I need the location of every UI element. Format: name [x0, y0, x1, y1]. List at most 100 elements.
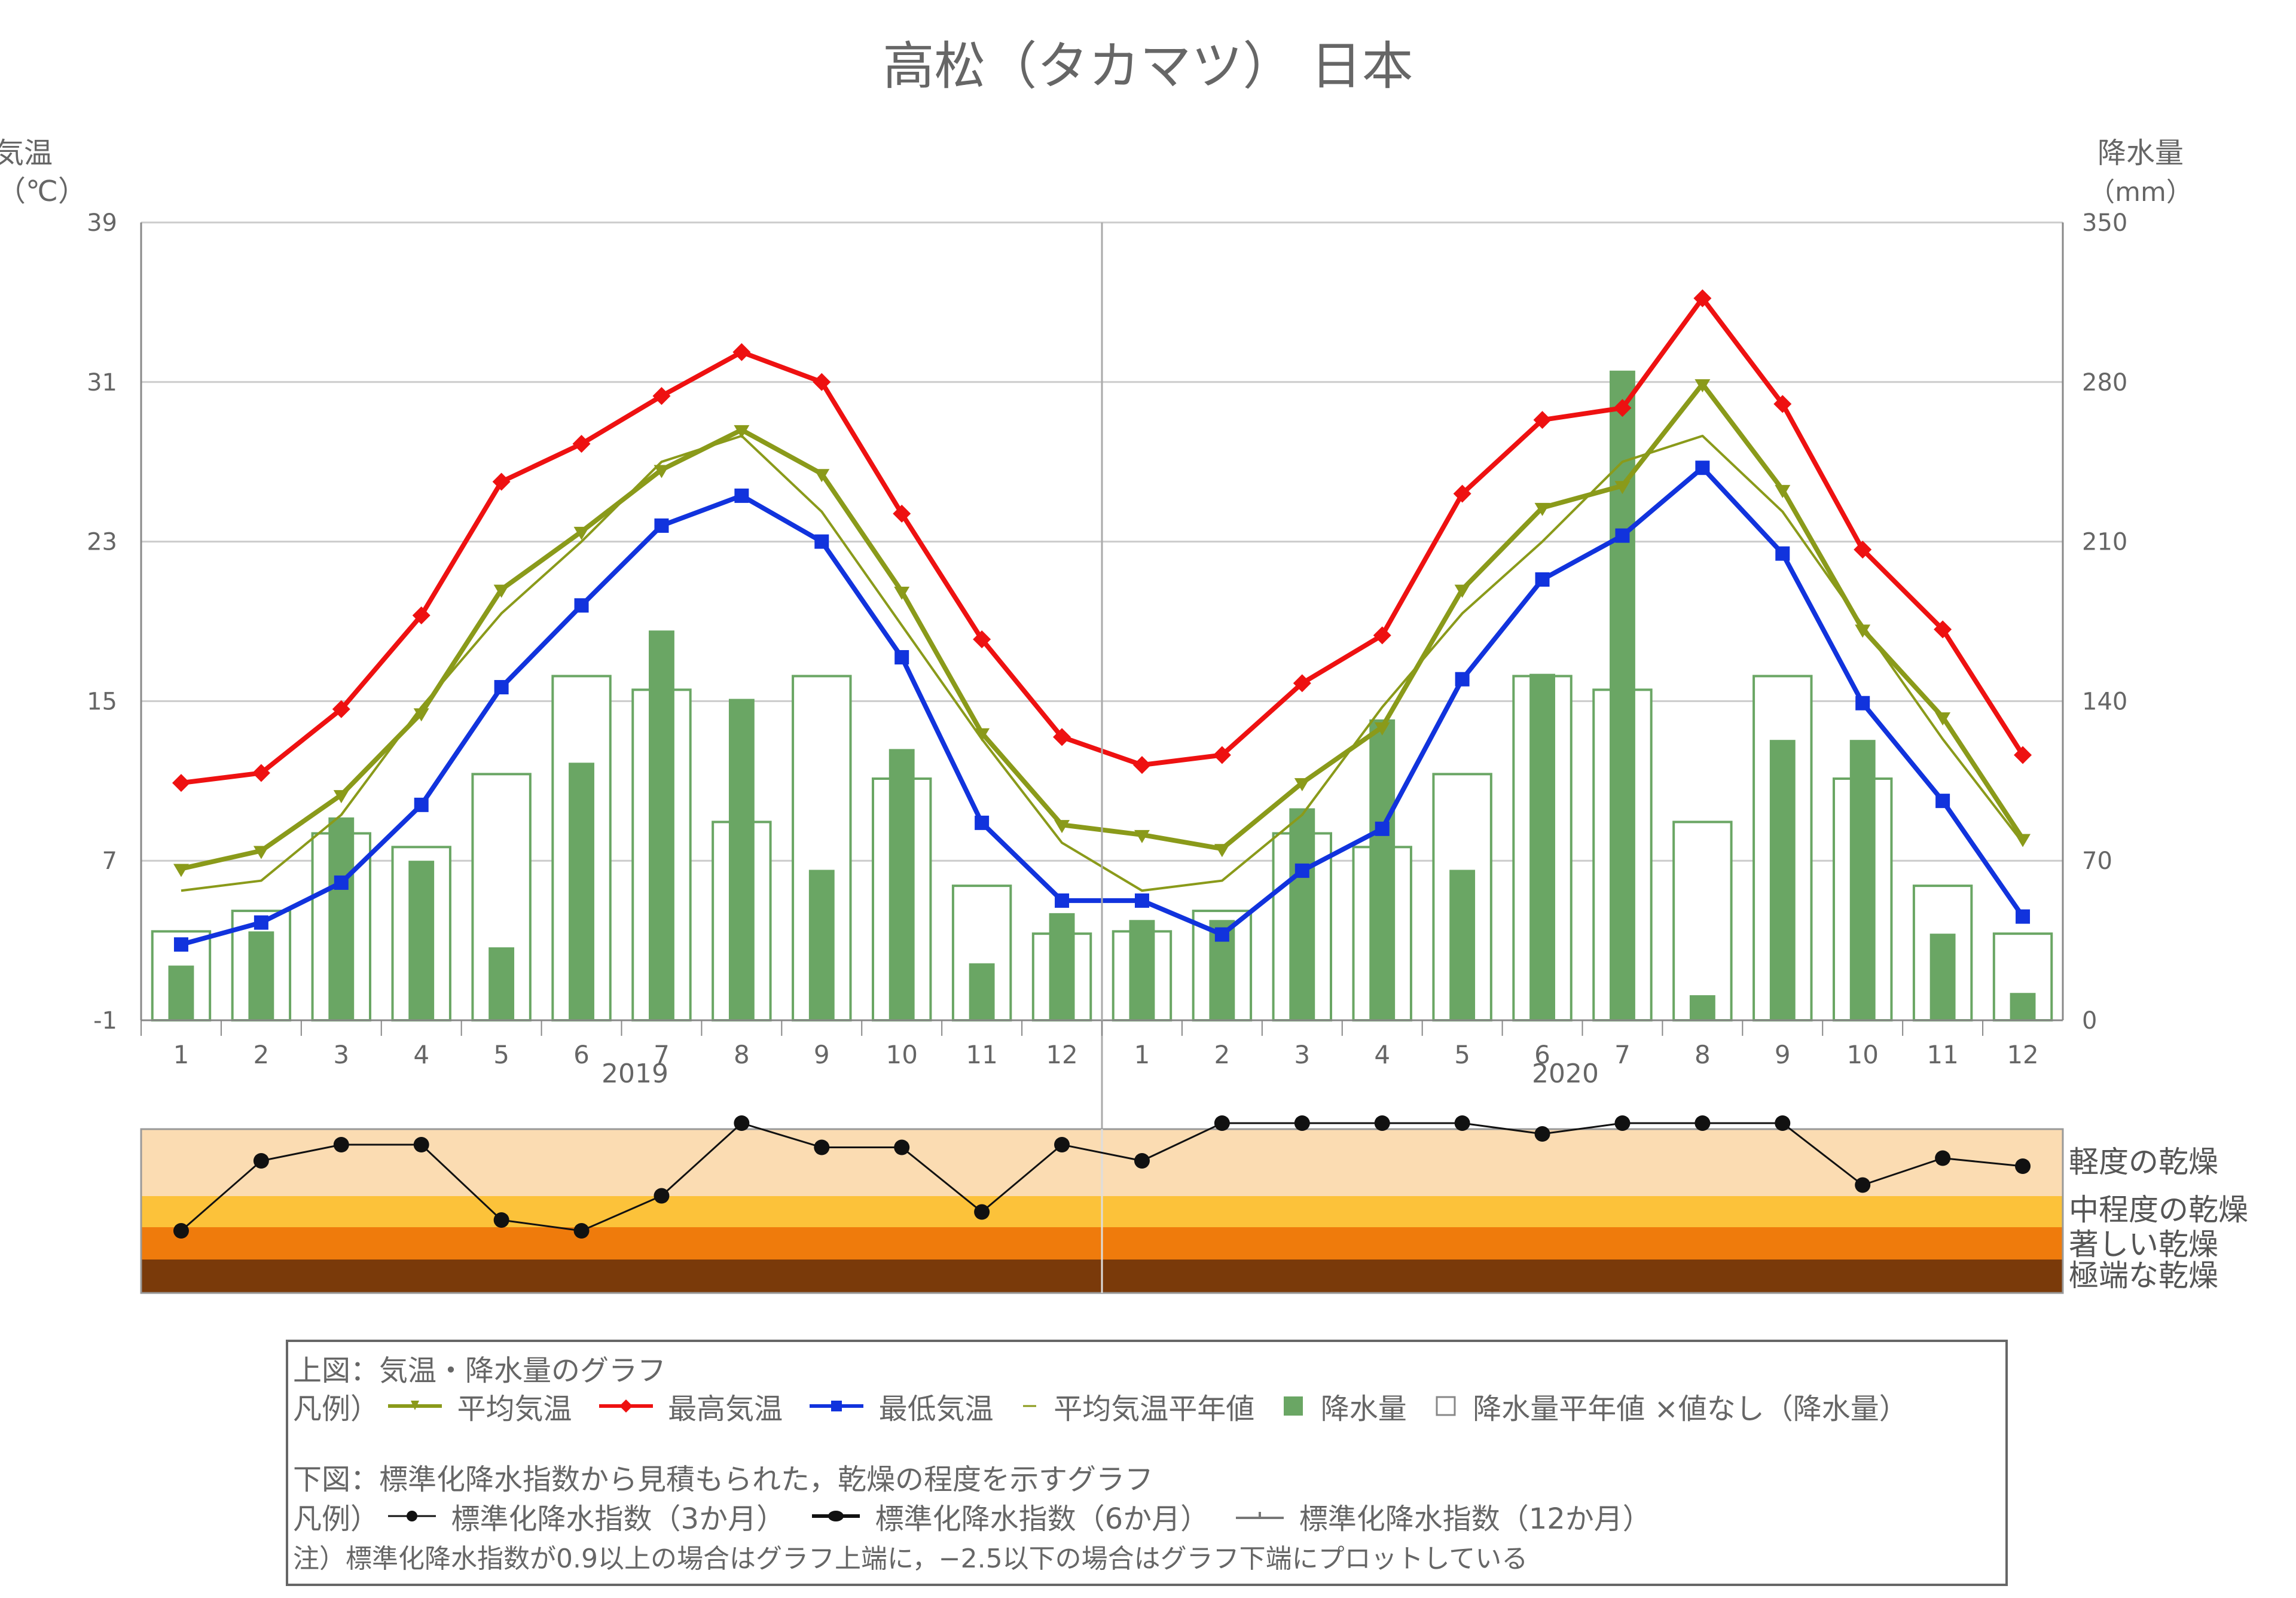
spi3-point — [1054, 1137, 1070, 1152]
precip-bar — [1129, 920, 1155, 1020]
min-temp-point — [814, 534, 829, 549]
band-label-moderate: 中程度の乾燥 — [2069, 1193, 2248, 1227]
right-tick-label: 140 — [2082, 688, 2127, 715]
left-tick-label: 7 — [102, 847, 117, 875]
mean-temp-point — [1694, 379, 1711, 393]
spi3-point — [1935, 1150, 1951, 1166]
max-temp-point — [813, 373, 831, 391]
x-tick-label: 3 — [1294, 1040, 1310, 1069]
x-tick-label: 8 — [1694, 1040, 1711, 1069]
legend-upper-prefix: 凡例） — [293, 1392, 380, 1426]
spi3-point — [814, 1139, 830, 1155]
precip-bar — [488, 947, 515, 1020]
max-temp-point — [412, 606, 430, 624]
x-tick-label: 9 — [1775, 1040, 1791, 1069]
legend-spi3: 標準化降水指数（3か月） — [388, 1495, 785, 1537]
spi3-point — [654, 1188, 670, 1204]
legend-spi6: 標準化降水指数（6か月） — [812, 1495, 1209, 1537]
min-temp-point — [173, 937, 188, 952]
legend-min: 最低気温 — [810, 1385, 994, 1427]
min-temp-point — [1775, 546, 1790, 561]
spi3-point — [1214, 1115, 1230, 1131]
legend-precip: 降水量 — [1281, 1385, 1407, 1427]
mean-temp-point — [814, 469, 830, 483]
min-temp-point — [334, 875, 349, 890]
drought-bands — [140, 1128, 2064, 1294]
legend-precip-normal: 降水量平年値 ×値なし（降水量） — [1434, 1385, 1908, 1427]
precip-bar — [1849, 740, 1876, 1020]
max-temp-point — [1934, 620, 1952, 639]
min-temp-point — [414, 797, 429, 812]
precip-normal-swatch-icon — [1436, 1396, 1456, 1416]
min-temp-point — [1855, 696, 1870, 710]
precip-bar — [1369, 719, 1396, 1020]
mean-temp-point — [2015, 834, 2031, 847]
spi3-point — [333, 1137, 349, 1152]
precip-bar — [569, 763, 594, 1020]
mean-temp-point — [1855, 624, 1871, 638]
spi3-point — [894, 1139, 910, 1155]
right-tick-label: 70 — [2082, 847, 2112, 875]
spi3-point — [1855, 1177, 1871, 1193]
min-temp-point — [1695, 461, 1710, 475]
x-tick-label: 10 — [1846, 1040, 1878, 1069]
left-tick-label: 31 — [87, 369, 117, 397]
legend-max: 最高気温 — [599, 1385, 783, 1427]
mean-temp-point — [573, 526, 590, 540]
mean-temp-point — [1775, 484, 1791, 498]
x-tick-label: 7 — [1614, 1040, 1631, 1069]
max-temp-point — [1293, 674, 1311, 693]
precip-bar — [649, 630, 674, 1020]
max-temp-point — [1613, 399, 1632, 417]
min-temp-point — [574, 598, 589, 613]
right-tick-label: 210 — [2082, 529, 2127, 556]
min-temp-point — [1134, 893, 1149, 908]
spi3-point — [1294, 1115, 1310, 1131]
band-label-light: 軽度の乾燥 — [2069, 1145, 2218, 1179]
precip-bar — [1929, 934, 1956, 1020]
max-temp-point — [1213, 746, 1231, 764]
min-temp-point — [894, 650, 909, 665]
precip-bar — [1529, 673, 1555, 1020]
spi3-point — [1775, 1115, 1791, 1131]
spi3-point — [1614, 1115, 1631, 1131]
mean-temp-point — [493, 584, 509, 598]
max-temp-point — [332, 700, 350, 718]
precip-bar — [889, 749, 915, 1020]
right-axis-label-1: 降水量 — [2097, 136, 2184, 170]
x-tick-label: 3 — [333, 1040, 349, 1069]
x-tick-label: 11 — [1926, 1040, 1958, 1069]
spi3-swatch-icon — [388, 1511, 436, 1521]
precip-bar — [328, 817, 355, 1020]
right-axis-label-2: （mm） — [2089, 177, 2193, 208]
legend-box: 上図：気温・降水量のグラフ 凡例） 平均気温 最高気温 最低気温 平均気温平年値 — [286, 1340, 2008, 1586]
precip-normal-bar — [1672, 821, 1733, 1022]
min-temp-point — [1935, 794, 1950, 809]
mean-temp-point — [173, 864, 189, 877]
max-temp-point — [1453, 484, 1471, 503]
spi3-point — [573, 1223, 590, 1239]
min-temp-point — [2016, 909, 2031, 924]
precip-bar — [1689, 995, 1715, 1020]
x-tick-label: 9 — [814, 1040, 830, 1069]
year-label-2020: 2020 — [1532, 1059, 1599, 1089]
max-temp-point — [1373, 626, 1391, 645]
max-temp-point — [973, 630, 991, 649]
mean-temp-point — [894, 586, 910, 600]
left-tick-label: -1 — [93, 1007, 117, 1035]
max-temp-point — [2014, 746, 2032, 764]
spi3-point — [1374, 1115, 1390, 1131]
max-temp-point — [1854, 540, 1872, 559]
spi-line — [173, 1115, 2031, 1239]
spi3-point — [2015, 1158, 2031, 1174]
mean-temp-point — [1054, 820, 1070, 834]
min-temp-point — [734, 488, 749, 503]
spi3-point — [493, 1212, 509, 1228]
x-tick-label: 12 — [2007, 1040, 2038, 1069]
min-temp-point — [1615, 528, 1630, 543]
mean-temp-point — [734, 425, 750, 438]
x-tick-label: 4 — [1374, 1040, 1390, 1069]
x-tick-label: 2 — [254, 1040, 270, 1069]
x-tick-label: 12 — [1046, 1040, 1077, 1069]
left-axis-label-2: （℃） — [0, 175, 87, 208]
